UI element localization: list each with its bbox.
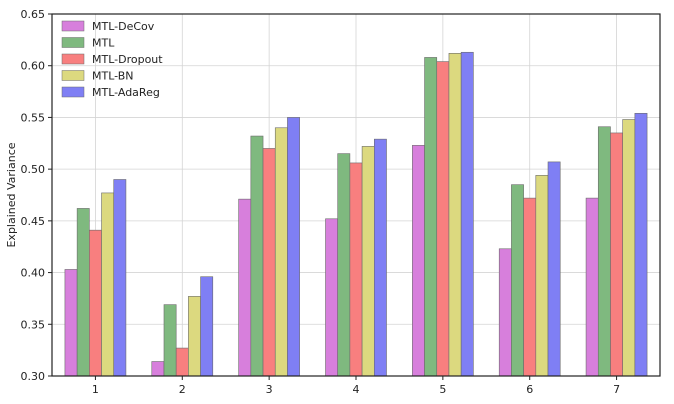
bar-mtl-cat-4 bbox=[337, 153, 351, 377]
bar-mtl-adareg-cat-1 bbox=[113, 179, 127, 377]
x-tick-label: 3 bbox=[266, 383, 273, 396]
bar-mtl-decov-cat-4 bbox=[325, 218, 338, 377]
bar-mtl-dropout-cat-3 bbox=[262, 148, 276, 377]
legend-label: MTL-AdaReg bbox=[92, 86, 160, 99]
bar-mtl-cat-2 bbox=[163, 304, 177, 377]
bar-mtl-bn-cat-6 bbox=[535, 175, 549, 377]
legend-label: MTL-Dropout bbox=[92, 53, 163, 66]
bar-mtl-cat-1 bbox=[76, 208, 90, 377]
x-tick-label: 6 bbox=[526, 383, 533, 396]
y-tick-label: 0.40 bbox=[21, 267, 46, 280]
bar-mtl-cat-7 bbox=[597, 126, 611, 377]
bar-mtl-adareg-cat-6 bbox=[547, 161, 561, 377]
bar-mtl-adareg-cat-2 bbox=[200, 276, 214, 377]
legend-swatch bbox=[61, 53, 85, 65]
y-tick-label: 0.35 bbox=[21, 318, 46, 331]
legend-swatch bbox=[61, 70, 85, 81]
bar-mtl-decov-cat-6 bbox=[498, 248, 512, 377]
y-tick-label: 0.45 bbox=[21, 215, 46, 228]
bar-mtl-bn-cat-5 bbox=[448, 53, 462, 377]
bar-mtl-bn-cat-7 bbox=[622, 119, 636, 377]
x-tick-label: 7 bbox=[613, 383, 620, 396]
x-tick-label: 5 bbox=[439, 383, 446, 396]
bar-mtl-dropout-cat-4 bbox=[349, 162, 363, 377]
bar-mtl-adareg-cat-3 bbox=[287, 117, 300, 377]
bar-mtl-bn-cat-4 bbox=[361, 146, 375, 377]
bar-mtl-bn-cat-1 bbox=[101, 192, 115, 377]
bar-mtl-bn-cat-2 bbox=[188, 296, 201, 377]
legend-swatch bbox=[61, 20, 85, 32]
bar-mtl-dropout-cat-2 bbox=[175, 347, 189, 377]
bar-mtl-decov-cat-1 bbox=[64, 269, 78, 377]
bar-mtl-dropout-cat-7 bbox=[610, 132, 623, 377]
x-tick-label: 1 bbox=[92, 383, 99, 396]
legend: MTL-DeCov MTL MTL-Dropout MTL-BN MTL-AdaReg bbox=[61, 20, 163, 99]
bar-mtl-decov-cat-3 bbox=[238, 198, 252, 377]
bar-mtl-decov-cat-2 bbox=[151, 361, 165, 377]
y-tick-label: 0.30 bbox=[21, 370, 46, 383]
x-tick-label: 4 bbox=[353, 383, 360, 396]
bar-mtl-cat-6 bbox=[511, 184, 524, 377]
ticks-layer: 0.30 0.35 0.40 0.45 0.50 0.55 0.60 0.65 1 2 3 4 5 6 7 bbox=[21, 8, 621, 396]
legend-label: MTL-BN bbox=[92, 70, 134, 83]
legend-swatch bbox=[61, 37, 85, 48]
y-tick-label: 0.55 bbox=[21, 111, 46, 124]
bar-mtl-cat-5 bbox=[424, 57, 438, 377]
bar-mtl-bn-cat-3 bbox=[274, 127, 288, 377]
legend-label: MTL-DeCov bbox=[92, 20, 155, 33]
bar-mtl-decov-cat-7 bbox=[585, 197, 599, 377]
bar-mtl-dropout-cat-6 bbox=[523, 197, 537, 377]
legend-swatch bbox=[61, 86, 85, 98]
bar-mtl-adareg-cat-5 bbox=[460, 51, 474, 377]
y-axis-label: Explained Variance bbox=[5, 142, 18, 247]
y-tick-label: 0.65 bbox=[21, 8, 46, 21]
legend-label: MTL bbox=[92, 37, 115, 50]
y-tick-label: 0.50 bbox=[21, 163, 46, 176]
bar-mtl-adareg-cat-4 bbox=[373, 138, 387, 377]
bar-mtl-dropout-cat-5 bbox=[436, 61, 450, 377]
y-tick-label: 0.60 bbox=[21, 60, 46, 73]
bar-mtl-cat-3 bbox=[250, 135, 264, 377]
bars-layer bbox=[64, 51, 648, 377]
bar-mtl-decov-cat-5 bbox=[412, 145, 425, 377]
x-tick-label: 2 bbox=[179, 383, 186, 396]
bar-mtl-adareg-cat-7 bbox=[634, 112, 648, 377]
bar-mtl-dropout-cat-1 bbox=[89, 229, 102, 377]
